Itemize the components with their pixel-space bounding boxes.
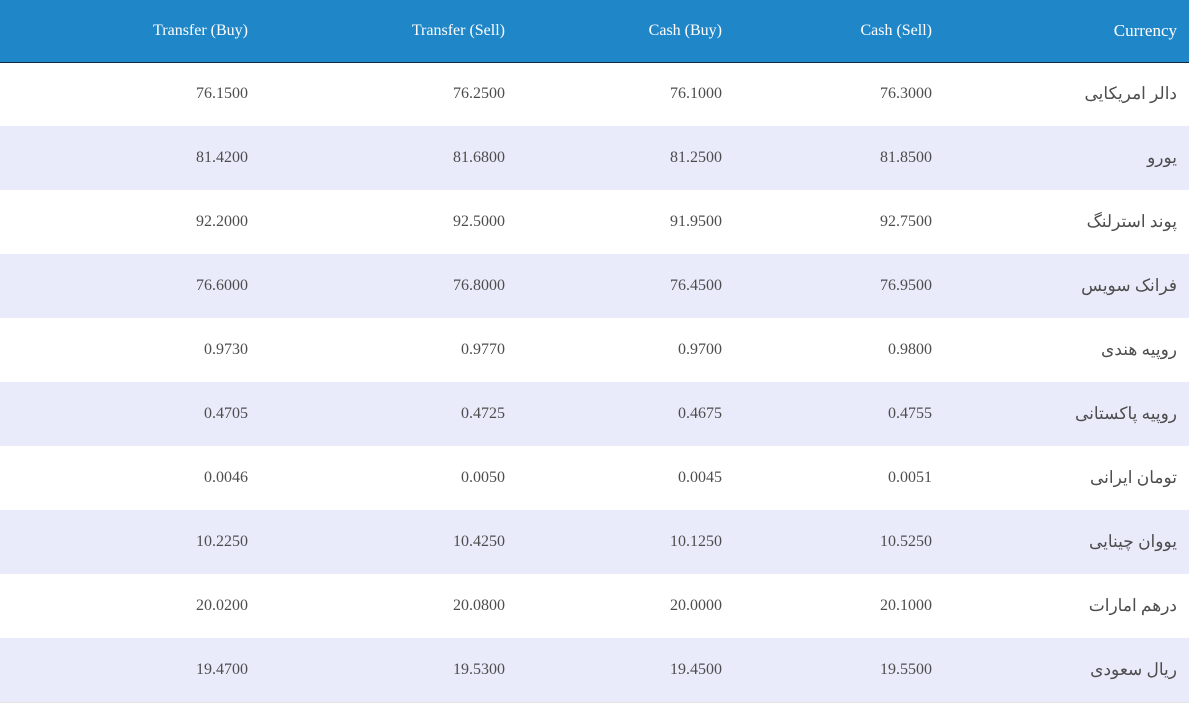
transfer-sell-cell: 10.4250	[248, 510, 505, 574]
table-row: 20.0200 20.0800 20.0000 20.1000 درهم امارات	[0, 574, 1189, 638]
transfer-sell-cell: 19.5300	[248, 638, 505, 703]
table-row: 0.9730 0.9770 0.9700 0.9800 روپیه هندی	[0, 318, 1189, 382]
transfer-buy-cell: 19.4700	[0, 638, 248, 703]
cash-buy-cell: 0.0045	[505, 446, 722, 510]
currency-name: تومان ایرانی	[1090, 468, 1177, 487]
cash-sell-cell: 81.8500	[722, 126, 932, 190]
currency-name-cell: تومان ایرانی	[932, 446, 1189, 510]
header-cash-sell: Cash (Sell)	[722, 0, 932, 63]
currency-name: روپیه پاکستانی	[1074, 404, 1177, 423]
table-row: 0.0046 0.0050 0.0045 0.0051 تومان ایرانی	[0, 446, 1189, 510]
currency-name-cell: یورو	[932, 126, 1189, 190]
table-row: 19.4700 19.5300 19.4500 19.5500 ریال سعودی	[0, 638, 1189, 703]
transfer-sell-cell: 20.0800	[248, 574, 505, 638]
table-row: 76.1500 76.2500 76.1000 76.3000 دالر امریکای…	[0, 62, 1189, 126]
currency-name: یورو	[1147, 148, 1177, 167]
header-currency: Currency	[932, 0, 1189, 63]
transfer-sell-cell: 92.5000	[248, 190, 505, 254]
cash-sell-cell: 76.3000	[722, 62, 932, 126]
currency-name: فرانک سویس	[1081, 276, 1177, 295]
table-row: 0.4705 0.4725 0.4675 0.4755 روپیه پاکستانی	[0, 382, 1189, 446]
currency-name-cell: درهم امارات	[932, 574, 1189, 638]
currency-name-cell: فرانک سویس	[932, 254, 1189, 318]
currency-name: درهم امارات	[1088, 596, 1177, 615]
cash-sell-cell: 19.5500	[722, 638, 932, 703]
cash-sell-cell: 10.5250	[722, 510, 932, 574]
cash-buy-cell: 20.0000	[505, 574, 722, 638]
cash-sell-cell: 20.1000	[722, 574, 932, 638]
cash-buy-cell: 0.9700	[505, 318, 722, 382]
currency-name-cell: پوند استرلنگ	[932, 190, 1189, 254]
cash-sell-cell: 0.4755	[722, 382, 932, 446]
table-row: 76.6000 76.8000 76.4500 76.9500 فرانک سویس	[0, 254, 1189, 318]
header-transfer-buy: Transfer (Buy)	[0, 0, 248, 63]
currency-name: پوند استرلنگ	[1086, 212, 1177, 231]
cash-sell-cell: 92.7500	[722, 190, 932, 254]
currency-name: ریال سعودی	[1090, 659, 1177, 679]
transfer-buy-cell: 76.1500	[0, 62, 248, 126]
currency-name-cell: یووان چینایی	[932, 510, 1189, 574]
cash-sell-cell: 0.0051	[722, 446, 932, 510]
table-header-row: Transfer (Buy) Transfer (Sell) Cash (Buy…	[0, 0, 1189, 63]
cash-buy-cell: 76.4500	[505, 254, 722, 318]
transfer-buy-cell: 76.6000	[0, 254, 248, 318]
transfer-buy-cell: 0.0046	[0, 446, 248, 510]
cash-buy-cell: 81.2500	[505, 126, 722, 190]
cash-buy-cell: 19.4500	[505, 638, 722, 703]
table-body: 76.1500 76.2500 76.1000 76.3000 دالر امریکای…	[0, 62, 1189, 703]
currency-name: دالر امریکایی	[1084, 84, 1177, 104]
cash-buy-cell: 91.9500	[505, 190, 722, 254]
cash-sell-cell: 0.9800	[722, 318, 932, 382]
transfer-sell-cell: 81.6800	[248, 126, 505, 190]
transfer-sell-cell: 76.8000	[248, 254, 505, 318]
currency-name: روپیه هندی	[1101, 340, 1177, 359]
transfer-buy-cell: 0.9730	[0, 318, 248, 382]
cash-buy-cell: 10.1250	[505, 510, 722, 574]
transfer-buy-cell: 20.0200	[0, 574, 248, 638]
table-row: 10.2250 10.4250 10.1250 10.5250 یووان چینایی	[0, 510, 1189, 574]
cash-buy-cell: 0.4675	[505, 382, 722, 446]
currency-name-cell: روپیه هندی	[932, 318, 1189, 382]
table-row: 92.2000 92.5000 91.9500 92.7500 پوند استرلنگ	[0, 190, 1189, 254]
transfer-buy-cell: 0.4705	[0, 382, 248, 446]
transfer-buy-cell: 92.2000	[0, 190, 248, 254]
currency-name: یووان چینایی	[1088, 532, 1177, 551]
currency-name-cell: دالر امریکایی	[932, 62, 1189, 126]
transfer-sell-cell: 0.9770	[248, 318, 505, 382]
transfer-buy-cell: 10.2250	[0, 510, 248, 574]
transfer-sell-cell: 76.2500	[248, 62, 505, 126]
currency-name-cell: روپیه پاکستانی	[932, 382, 1189, 446]
header-cash-buy: Cash (Buy)	[505, 0, 722, 63]
transfer-buy-cell: 81.4200	[0, 126, 248, 190]
table-row: 81.4200 81.6800 81.2500 81.8500 یورو	[0, 126, 1189, 190]
cash-sell-cell: 76.9500	[722, 254, 932, 318]
currency-name-cell: ریال سعودی	[932, 638, 1189, 703]
transfer-sell-cell: 0.0050	[248, 446, 505, 510]
header-transfer-sell: Transfer (Sell)	[248, 0, 505, 63]
cash-buy-cell: 76.1000	[505, 62, 722, 126]
transfer-sell-cell: 0.4725	[248, 382, 505, 446]
